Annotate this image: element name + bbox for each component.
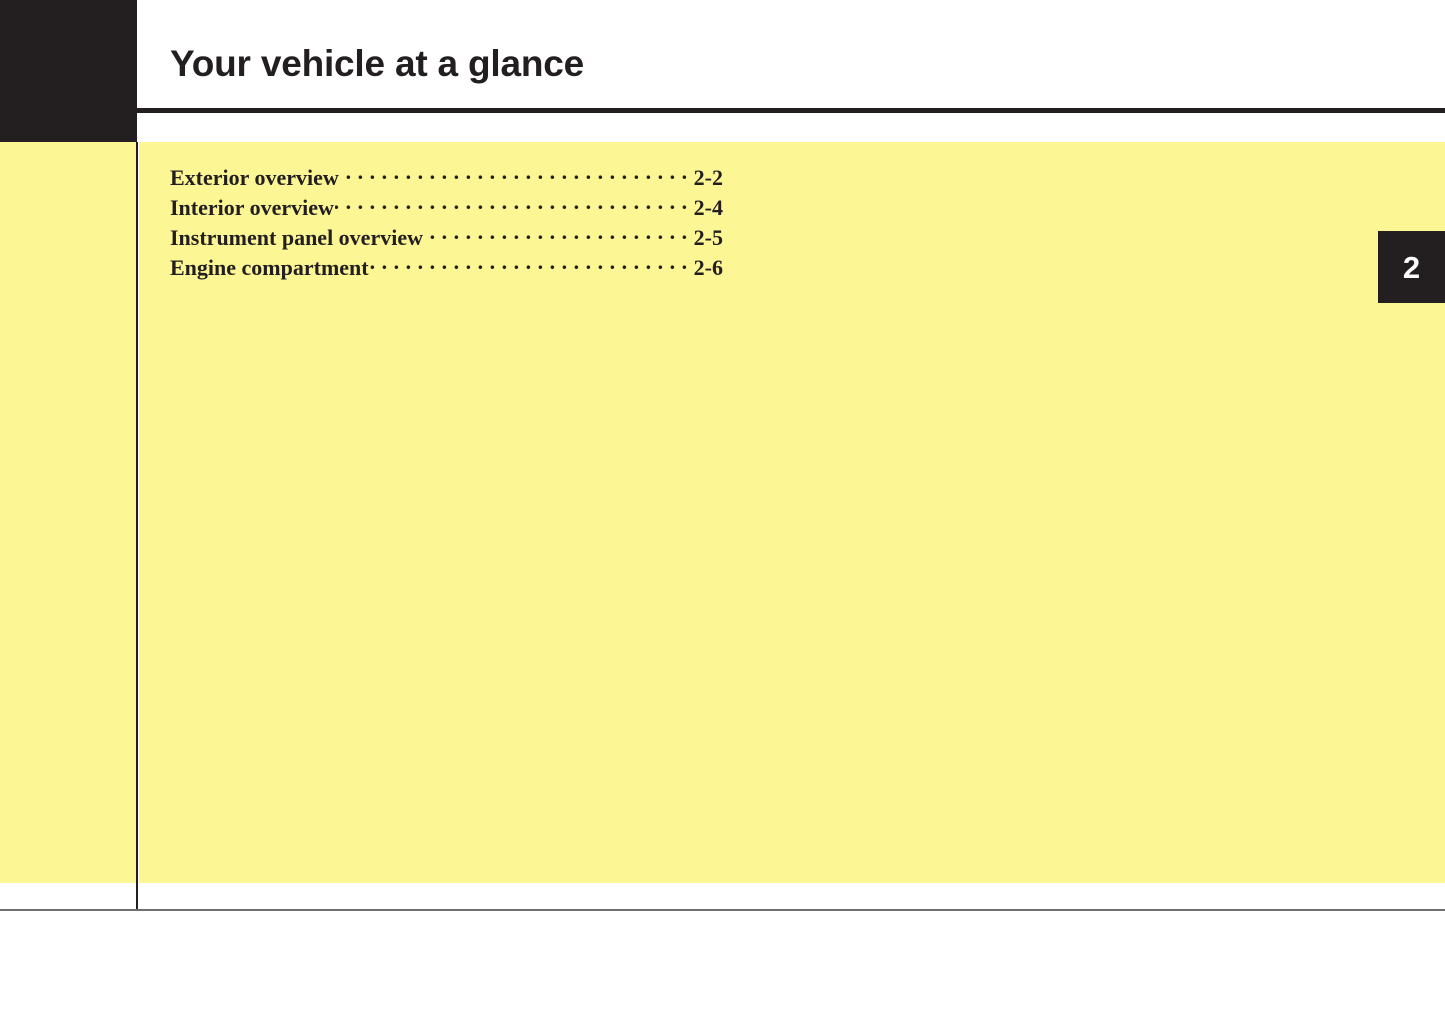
toc-entry-page-number: 2-2	[693, 165, 723, 190]
gutter-vertical-rule	[136, 142, 138, 910]
toc-dot-leader	[370, 253, 688, 275]
list-item[interactable]: Engine compartment 2-6	[170, 253, 723, 283]
page-bottom-margin	[0, 911, 1445, 1026]
table-of-contents: Exterior overview 2-2 Interior overview …	[170, 163, 723, 283]
toc-dot-leader	[340, 163, 688, 185]
toc-entry-label: Interior overview	[170, 195, 334, 220]
toc-entry-page-number: 2-6	[693, 255, 723, 280]
toc-entry-page-number: 2-5	[693, 225, 723, 250]
toc-dot-leader	[335, 193, 688, 215]
left-margin-strip	[0, 142, 137, 883]
toc-entry-label: Instrument panel overview	[170, 225, 423, 250]
toc-entry-label: Exterior overview	[170, 165, 339, 190]
page-title: Your vehicle at a glance	[170, 43, 585, 84]
list-item[interactable]: Exterior overview 2-2	[170, 163, 723, 193]
list-item[interactable]: Instrument panel overview 2-5	[170, 223, 723, 253]
chapter-tab-marker[interactable]: 2	[1378, 231, 1445, 303]
corner-block-decoration	[0, 0, 137, 142]
list-item[interactable]: Interior overview 2-4	[170, 193, 723, 223]
chapter-contents-panel: Exterior overview 2-2 Interior overview …	[139, 142, 1445, 883]
toc-entry-page-number: 2-4	[693, 195, 723, 220]
toc-dot-leader	[424, 223, 688, 245]
chapter-tab-number: 2	[1402, 249, 1421, 285]
toc-entry-label: Engine compartment	[170, 255, 369, 280]
footer-divider-rule	[0, 909, 1445, 911]
page-header: Your vehicle at a glance	[137, 0, 1445, 108]
title-divider-rule	[137, 108, 1445, 113]
